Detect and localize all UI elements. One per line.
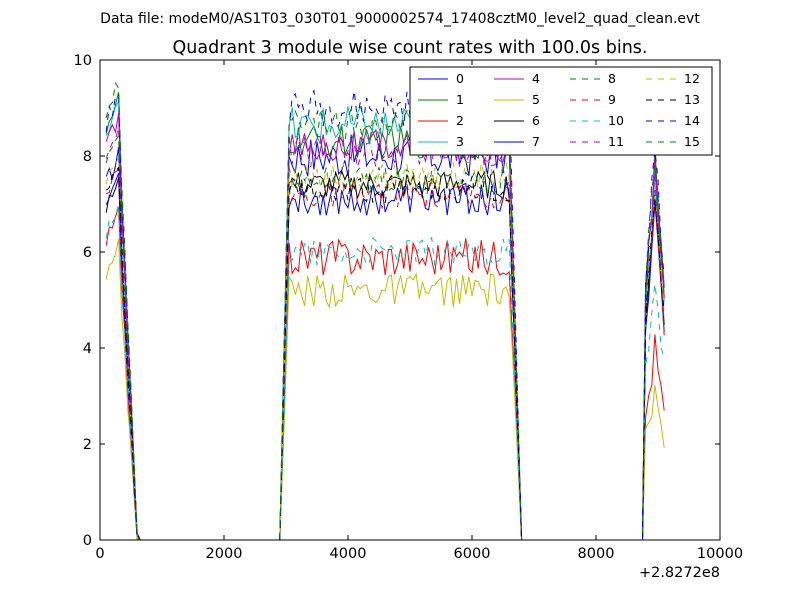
legend-label-6: 6 — [532, 113, 540, 128]
x-tick-label: 2000 — [206, 546, 243, 562]
y-tick-label: 0 — [83, 533, 92, 549]
y-tick-label: 4 — [83, 341, 92, 357]
legend-label-5: 5 — [532, 92, 540, 107]
x-axis: 0 2000 4000 6000 8000 10000 — [95, 60, 743, 562]
legend-label-1: 1 — [456, 92, 464, 107]
legend-box — [409, 66, 713, 156]
y-tick-label: 10 — [74, 53, 92, 69]
legend-label-2: 2 — [456, 113, 464, 128]
plot-frame — [99, 59, 721, 541]
x-tick-label: 8000 — [578, 546, 615, 562]
y-tick-label: 6 — [83, 245, 92, 261]
legend-label-11: 11 — [608, 134, 624, 149]
legend-label-12: 12 — [684, 71, 700, 86]
x-tick-label: 10000 — [697, 546, 743, 562]
legend-label-0: 0 — [456, 71, 464, 86]
y-tick-label: 8 — [83, 149, 92, 165]
legend-label-9: 9 — [608, 92, 616, 107]
y-tick-label: 2 — [83, 437, 92, 453]
legend-label-4: 4 — [532, 71, 540, 86]
figure-suptitle: Data file: modeM0/AS1T03_030T01_90000025… — [100, 11, 700, 27]
legend-label-13: 13 — [684, 92, 700, 107]
legend-label-10: 10 — [608, 113, 624, 128]
x-tick-label: 4000 — [330, 546, 367, 562]
legend-label-3: 3 — [456, 134, 464, 149]
chart-title: Quadrant 3 module wise count rates with … — [173, 38, 648, 58]
legend-label-7: 7 — [532, 134, 540, 149]
legend-label-15: 15 — [684, 134, 700, 149]
legend-label-14: 14 — [684, 113, 700, 128]
legend-label-8: 8 — [608, 71, 616, 86]
x-tick-label: 0 — [95, 546, 104, 562]
x-tick-label: 6000 — [454, 546, 491, 562]
x-offset-label: +2.8272e8 — [639, 565, 720, 581]
